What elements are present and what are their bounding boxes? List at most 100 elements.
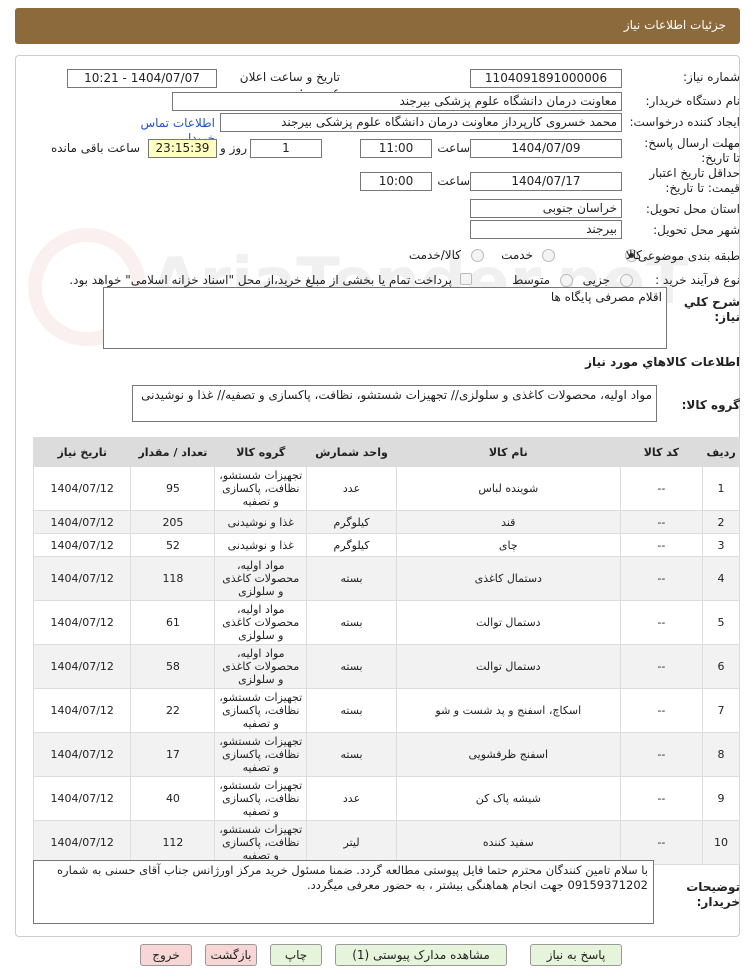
table-cell: 1404/07/12 — [32, 776, 132, 821]
table-cell: -- — [619, 600, 704, 645]
table-cell: بسته — [306, 556, 397, 601]
items-table: ردیف کد کالا نام کالا واحد شمارش گروه کالا تع… — [32, 437, 740, 865]
radio[interactable] — [471, 249, 484, 262]
table-cell: عدد — [306, 466, 397, 511]
table-cell: مواد اولیه، محصولات کاغذی و سلولزی — [214, 644, 308, 689]
field-value: محمد خسروی کارپرداز معاونت درمان دانشگاه… — [220, 113, 622, 132]
column-header: ردیف — [702, 437, 740, 467]
table-cell: 95 — [130, 466, 216, 511]
table-cell: 1404/07/12 — [32, 688, 132, 733]
button[interactable]: بازگشت — [205, 944, 257, 966]
field-label: ساعت باقی مانده — [50, 141, 140, 155]
table-cell: 112 — [130, 820, 216, 865]
table-cell: -- — [619, 533, 704, 557]
table-cell: عدد — [306, 776, 397, 821]
table-cell: 4 — [702, 556, 740, 601]
radio[interactable] — [542, 249, 555, 262]
radio[interactable] — [625, 249, 638, 262]
table-cell: 2 — [702, 510, 740, 534]
radio-label: متوسط — [512, 273, 550, 287]
table-cell: شوینده لباس — [395, 466, 621, 511]
table-cell: چای — [395, 533, 621, 557]
table-cell: 10 — [702, 820, 740, 865]
field-label: طبقه بندی موضوعی: — [633, 249, 740, 263]
table-cell: شیشه پاک کن — [395, 776, 621, 821]
radio[interactable] — [620, 274, 633, 287]
table-cell: 58 — [130, 644, 216, 689]
table-cell: 17 — [130, 732, 216, 777]
header-row: ردیف کد کالا نام کالا واحد شمارش گروه کالا تع… — [32, 437, 740, 467]
button[interactable]: خروج — [140, 944, 192, 966]
table-cell: 22 — [130, 688, 216, 733]
table-cell: بسته — [306, 644, 397, 689]
radio-label: جزیی — [582, 273, 610, 287]
field-label: نام دستگاه خریدار: — [645, 94, 741, 108]
table-row: 6 -- دستمال توالت بسته مواد اولیه، محصولات ک… — [32, 644, 740, 689]
table-cell: مواد اولیه، محصولات کاغذی و سلولزی — [214, 556, 308, 601]
checkbox[interactable] — [460, 273, 472, 285]
field-label: حداقل تاریخ اعتبار قیمت: تا تاریخ: — [649, 166, 740, 195]
table-cell: سفید کننده — [395, 820, 621, 865]
table-cell: 1404/07/12 — [32, 820, 132, 865]
table-row: 3 -- چای کیلوگرم غذا و نوشیدنی 52 1404/07/12 — [32, 533, 740, 557]
table-cell: اسکاچ، اسفنج و پد شست و شو — [395, 688, 621, 733]
field-value: خراسان جنوبی — [470, 199, 622, 218]
table-cell: قند — [395, 510, 621, 534]
table-row: 10 -- سفید کننده لیتر تجهیزات شستشو، نظافت، … — [32, 820, 740, 865]
table-cell: 1404/07/12 — [32, 732, 132, 777]
table-cell: 7 — [702, 688, 740, 733]
table-cell: لیتر — [306, 820, 397, 865]
table-cell: -- — [619, 776, 704, 821]
table-cell: 1 — [702, 466, 740, 511]
column-header: کد کالا — [619, 437, 704, 467]
table-cell: 1404/07/12 — [32, 510, 132, 534]
field-value: 1104091891000006 — [470, 69, 622, 88]
table-row: 4 -- دستمال کاغذی بسته مواد اولیه، محصولات ک… — [32, 556, 740, 601]
button[interactable]: پاسخ به نیاز — [530, 944, 622, 966]
radio-label: خدمت — [501, 248, 533, 262]
radio-label: کالا — [625, 248, 642, 262]
summary-text: اقلام مصرفی پایگاه ها — [550, 290, 662, 304]
table-cell: -- — [619, 466, 704, 511]
radio[interactable] — [560, 274, 573, 287]
field-label: ایجاد کننده درخواست: — [629, 115, 740, 129]
table-row: 8 -- اسفنج ظرفشویی بسته تجهیزات شستشو، نظافت… — [32, 732, 740, 777]
table-cell: دستمال توالت — [395, 644, 621, 689]
table-cell: 5 — [702, 600, 740, 645]
header-bar: جزئیات اطلاعات نیاز — [15, 8, 740, 44]
column-header: گروه کالا — [214, 437, 308, 467]
remaining-time: 23:15:39 — [148, 139, 217, 158]
button[interactable]: چاپ — [270, 944, 322, 966]
field-label: شهر محل تحویل: — [653, 223, 740, 237]
header-title: جزئیات اطلاعات نیاز — [623, 18, 726, 32]
table-cell: 52 — [130, 533, 216, 557]
field-label: روز و — [220, 141, 247, 155]
table-row: 7 -- اسکاچ، اسفنج و پد شست و شو بسته تجهیزات… — [32, 688, 740, 733]
table-cell: غذا و نوشیدنی — [214, 510, 308, 534]
button[interactable]: مشاهده مدارک پیوستی (1) — [335, 944, 507, 966]
field-label: ساعت — [437, 141, 470, 155]
column-header: واحد شمارش — [306, 437, 397, 467]
table-cell: مواد اولیه، محصولات کاغذی و سلولزی — [214, 600, 308, 645]
checkbox-label: پرداخت تمام یا بخشی از مبلغ خرید،از محل … — [69, 273, 452, 287]
table-cell: 1404/07/12 — [32, 533, 132, 557]
field-value: 1404/07/09 — [470, 139, 622, 158]
table-cell: بسته — [306, 732, 397, 777]
table-cell: -- — [619, 688, 704, 733]
table-row: 5 -- دستمال توالت بسته مواد اولیه، محصولات ک… — [32, 600, 740, 645]
table-cell: 118 — [130, 556, 216, 601]
group-text: مواد اولیه، محصولات کاغذی و سلولزی// تجه… — [141, 388, 652, 402]
field-value: 1404/07/17 — [470, 172, 622, 191]
field-label: شماره نیاز: — [683, 70, 740, 84]
table-row: 2 -- قند کیلوگرم غذا و نوشیدنی 205 1404/07/12 — [32, 510, 740, 534]
table-row: 9 -- شیشه پاک کن عدد تجهیزات شستشو، نظافت، پ… — [32, 776, 740, 821]
field-label: ساعت — [437, 174, 470, 188]
table-cell: 9 — [702, 776, 740, 821]
table-cell: تجهیزات شستشو، نظافت، پاکسازی و تصفیه — [214, 820, 308, 865]
table-cell: 6 — [702, 644, 740, 689]
field-value: معاونت درمان دانشگاه علوم پزشکی بیرجند — [172, 92, 622, 111]
table-cell: تجهیزات شستشو، نظافت، پاکسازی و تصفیه — [214, 688, 308, 733]
section-label: گروه کالا: — [681, 398, 740, 412]
table-cell: 1404/07/12 — [32, 644, 132, 689]
